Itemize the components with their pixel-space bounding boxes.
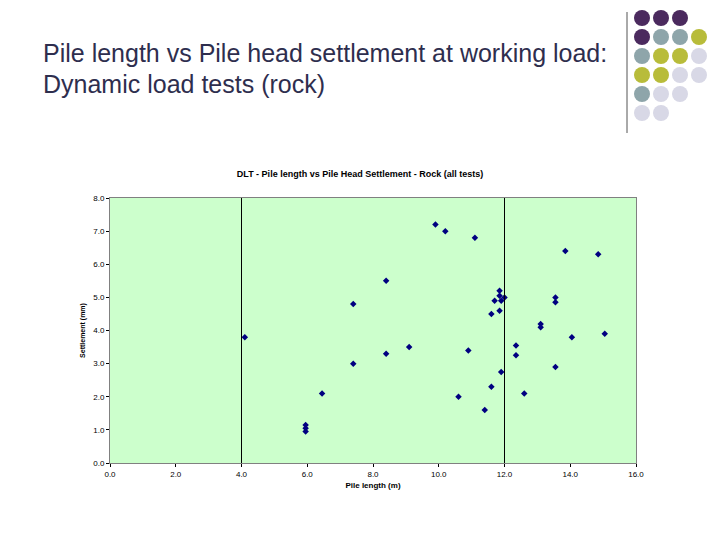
svg-text:0.0: 0.0 [104, 470, 116, 479]
svg-text:12.0: 12.0 [497, 470, 513, 479]
svg-text:2.0: 2.0 [170, 470, 182, 479]
svg-text:Settlement (mm): Settlement (mm) [79, 303, 87, 358]
svg-text:2.0: 2.0 [93, 393, 105, 402]
svg-text:8.0: 8.0 [367, 470, 379, 479]
svg-text:4.0: 4.0 [236, 470, 248, 479]
svg-text:16.0: 16.0 [628, 470, 644, 479]
svg-text:6.0: 6.0 [93, 260, 105, 269]
svg-text:4.0: 4.0 [93, 326, 105, 335]
svg-text:0.0: 0.0 [93, 459, 105, 468]
html-text:Pile length vs Pile head settl: Pile length vs Pile head settlement at w… [43, 39, 608, 98]
svg-text:7.0: 7.0 [93, 227, 105, 236]
svg-text:3.0: 3.0 [93, 359, 105, 368]
svg-text:DLT - Pile length vs Pile Head: DLT - Pile length vs Pile Head Settlemen… [237, 169, 483, 179]
svg-text:Pile length (m): Pile length (m) [345, 481, 400, 490]
svg-text:6.0: 6.0 [302, 470, 314, 479]
svg-text:10.0: 10.0 [431, 470, 447, 479]
svg-text:5.0: 5.0 [93, 293, 105, 302]
svg-text:8.0: 8.0 [93, 194, 105, 203]
svg-text:1.0: 1.0 [93, 426, 105, 435]
svg-text:14.0: 14.0 [562, 470, 578, 479]
